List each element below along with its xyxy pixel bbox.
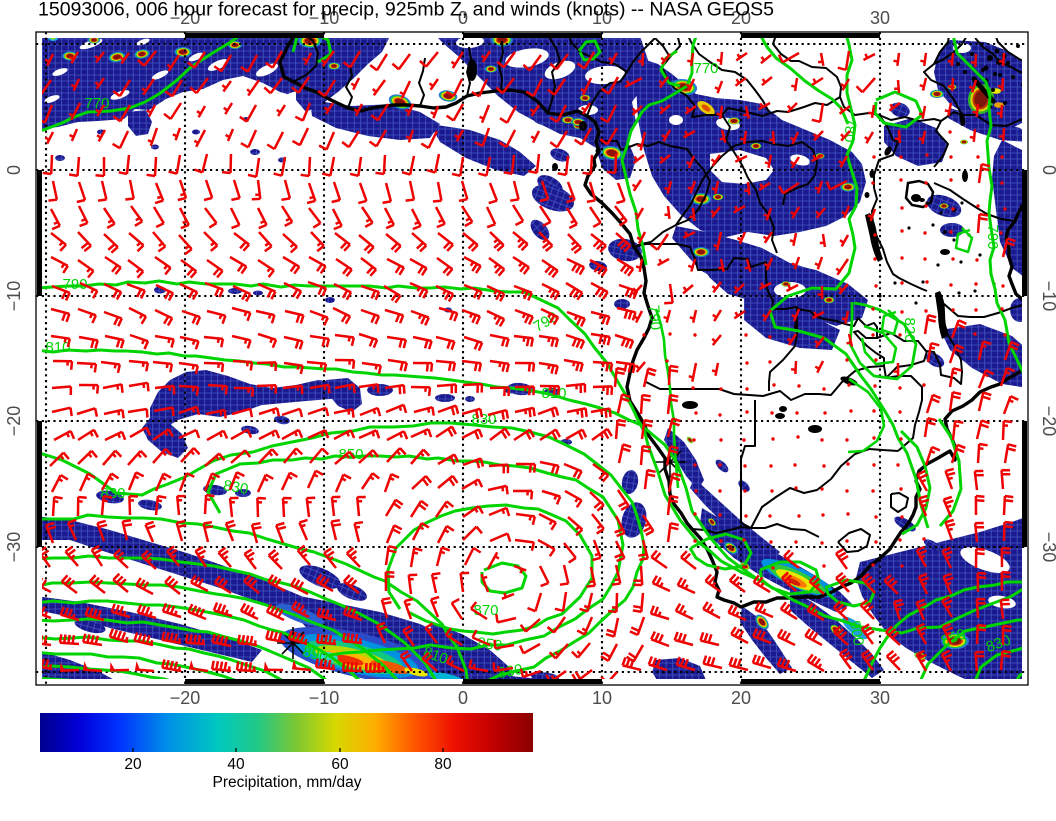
- svg-text:0: 0: [458, 8, 468, 28]
- svg-text:−20: −20: [170, 688, 201, 708]
- svg-text:−10: −10: [309, 688, 340, 708]
- svg-text:790: 790: [645, 304, 664, 330]
- svg-text:830: 830: [222, 477, 250, 498]
- svg-text:20: 20: [124, 756, 142, 773]
- svg-text:0: 0: [1039, 165, 1056, 175]
- svg-text:30: 30: [870, 688, 890, 708]
- svg-text:870: 870: [473, 602, 498, 619]
- svg-text:790: 790: [984, 224, 1001, 249]
- svg-text:−20: −20: [4, 406, 24, 437]
- svg-text:30: 30: [870, 8, 890, 28]
- svg-text:830: 830: [496, 661, 524, 682]
- svg-text:15093006, 006 hour forecast fo: 15093006, 006 hour forecast for precip, …: [38, 0, 774, 21]
- svg-text:0: 0: [4, 165, 24, 175]
- svg-text:770: 770: [693, 60, 718, 77]
- svg-text:−20: −20: [1039, 406, 1056, 437]
- svg-text:900: 900: [846, 619, 867, 647]
- svg-text:10: 10: [592, 8, 612, 28]
- svg-text:−30: −30: [4, 532, 24, 563]
- svg-text:10: 10: [592, 688, 612, 708]
- svg-text:−10: −10: [309, 8, 340, 28]
- svg-text:80: 80: [434, 756, 452, 773]
- svg-text:0: 0: [458, 688, 468, 708]
- svg-text:820: 820: [901, 317, 918, 342]
- svg-text:Precipitation, mm/day: Precipitation, mm/day: [212, 774, 361, 791]
- svg-text:−10: −10: [1039, 281, 1056, 312]
- svg-text:−30: −30: [1039, 532, 1056, 563]
- svg-text:20: 20: [731, 8, 751, 28]
- svg-text:20: 20: [731, 688, 751, 708]
- svg-text:−10: −10: [4, 281, 24, 312]
- svg-text:60: 60: [331, 756, 349, 773]
- svg-text:790: 790: [62, 276, 87, 293]
- svg-text:810: 810: [45, 339, 70, 356]
- svg-text:−20: −20: [170, 8, 201, 28]
- svg-text:40: 40: [227, 756, 245, 773]
